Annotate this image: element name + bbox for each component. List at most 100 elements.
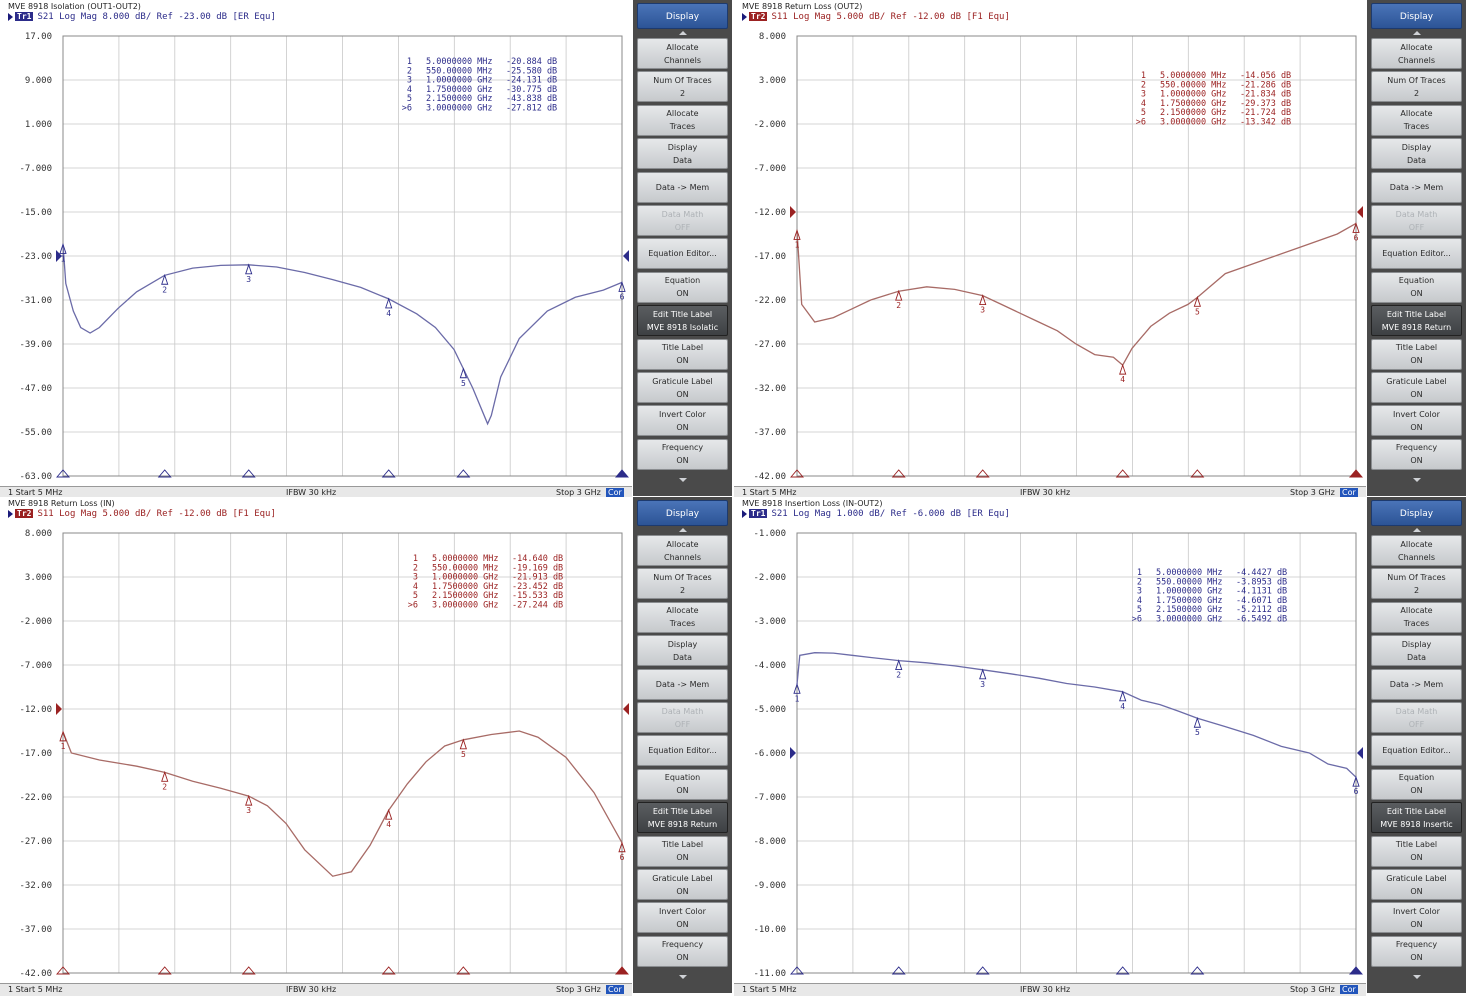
marker-flag-icon[interactable] (979, 668, 987, 680)
scroll-down-arrow-icon[interactable] (637, 476, 728, 484)
softkey-edit-title-label[interactable]: Edit Title Label MVE 8918 Return (637, 802, 728, 834)
marker-position-icon[interactable] (56, 469, 70, 478)
ref-level-right-icon[interactable] (1357, 747, 1363, 759)
marker-position-icon[interactable] (381, 469, 396, 478)
softkey-num-of-traces[interactable]: Num Of Traces 2 (637, 568, 728, 600)
trace-tag[interactable]: Tr1 (749, 509, 768, 518)
softkey-equation-editor[interactable]: Equation Editor... (1371, 238, 1462, 270)
softkey-equation[interactable]: Equation ON (637, 768, 728, 800)
softkey-equation-editor[interactable]: Equation Editor... (1371, 735, 1462, 767)
ref-level-left-icon[interactable] (790, 747, 796, 759)
softkey-title-label[interactable]: Title Label ON (1371, 338, 1462, 370)
scroll-down-arrow-icon[interactable] (1371, 476, 1462, 484)
marker-position-icon[interactable] (891, 966, 906, 975)
scroll-up-arrow-icon[interactable] (1371, 527, 1462, 535)
softkey-graticule-label[interactable]: Graticule Label ON (1371, 372, 1462, 403)
ref-level-right-icon[interactable] (1357, 206, 1363, 218)
correction-badge[interactable]: Cor (606, 985, 624, 994)
softkey-equation-editor[interactable]: Equation Editor... (637, 238, 728, 270)
trace-info[interactable]: Tr2 S11 Log Mag 5.000 dB/ Ref -12.00 dB [… (742, 11, 1010, 22)
softkey-allocate[interactable]: Allocate Channels (1371, 535, 1462, 566)
marker-flag-icon[interactable] (618, 841, 626, 853)
trace-info[interactable]: Tr1 S21 Log Mag 1.000 dB/ Ref -6.000 dB [… (742, 508, 1010, 519)
softkey-display[interactable]: Display Data (1371, 635, 1462, 667)
softkey-edit-title-label[interactable]: Edit Title Label MVE 8918 Isolatic (637, 305, 728, 337)
scroll-down-arrow-icon[interactable] (637, 973, 728, 981)
softkey-allocate[interactable]: Allocate Channels (637, 38, 728, 69)
softkey-data-math[interactable]: Data Math OFF (1371, 702, 1462, 733)
marker-position-icon[interactable] (157, 469, 172, 478)
softkey-menu-header[interactable]: Display (1371, 500, 1462, 526)
softkey-title-label[interactable]: Title Label ON (637, 338, 728, 370)
marker-position-icon[interactable] (1190, 469, 1205, 478)
softkey-display[interactable]: Display Data (637, 635, 728, 667)
marker-flag-icon[interactable] (161, 273, 169, 285)
marker-position-icon[interactable] (456, 966, 471, 975)
marker-flag-icon[interactable] (1352, 775, 1360, 787)
softkey-data-mem[interactable]: Data -> Mem (637, 668, 728, 700)
correction-badge[interactable]: Cor (606, 488, 624, 497)
marker-position-icon[interactable] (975, 966, 990, 975)
marker-flag-icon[interactable] (1193, 295, 1201, 307)
marker-position-icon[interactable] (615, 966, 629, 975)
softkey-allocate[interactable]: Allocate Traces (637, 104, 728, 136)
softkey-menu-header[interactable]: Display (637, 3, 728, 29)
marker-flag-icon[interactable] (1352, 222, 1360, 233)
softkey-invert-color[interactable]: Invert Color ON (1371, 902, 1462, 934)
softkey-display[interactable]: Display Data (637, 138, 728, 170)
softkey-menu-header[interactable]: Display (637, 500, 728, 526)
softkey-allocate[interactable]: Allocate Traces (1371, 104, 1462, 136)
correction-badge[interactable]: Cor (1340, 488, 1358, 497)
softkey-frequency[interactable]: Frequency ON (637, 438, 728, 470)
trace-tag[interactable]: Tr1 (15, 12, 34, 21)
softkey-display[interactable]: Display Data (1371, 138, 1462, 170)
marker-position-icon[interactable] (56, 966, 70, 975)
marker-position-icon[interactable] (615, 469, 629, 478)
marker-position-icon[interactable] (1115, 469, 1130, 478)
marker-flag-icon[interactable] (59, 730, 67, 742)
trace-info[interactable]: Tr1 S21 Log Mag 8.000 dB/ Ref -23.00 dB [… (8, 11, 276, 22)
marker-flag-icon[interactable] (245, 263, 253, 275)
softkey-graticule-label[interactable]: Graticule Label ON (637, 372, 728, 403)
softkey-equation[interactable]: Equation ON (637, 271, 728, 303)
softkey-data-mem[interactable]: Data -> Mem (1371, 171, 1462, 203)
softkey-data-math[interactable]: Data Math OFF (637, 702, 728, 733)
marker-position-icon[interactable] (891, 469, 906, 478)
softkey-data-mem[interactable]: Data -> Mem (1371, 668, 1462, 700)
marker-flag-icon[interactable] (385, 808, 393, 820)
softkey-frequency[interactable]: Frequency ON (637, 935, 728, 967)
marker-position-icon[interactable] (1349, 966, 1363, 975)
softkey-allocate[interactable]: Allocate Channels (637, 535, 728, 566)
marker-flag-icon[interactable] (979, 294, 987, 306)
scroll-up-arrow-icon[interactable] (637, 30, 728, 38)
ref-level-left-icon[interactable] (790, 206, 796, 218)
softkey-equation[interactable]: Equation ON (1371, 271, 1462, 303)
trace-tag[interactable]: Tr2 (15, 509, 34, 518)
marker-flag-icon[interactable] (793, 229, 801, 240)
marker-flag-icon[interactable] (1193, 716, 1201, 728)
softkey-graticule-label[interactable]: Graticule Label ON (1371, 869, 1462, 900)
softkey-edit-title-label[interactable]: Edit Title Label MVE 8918 Return (1371, 305, 1462, 337)
softkey-equation-editor[interactable]: Equation Editor... (637, 735, 728, 767)
softkey-invert-color[interactable]: Invert Color ON (1371, 405, 1462, 437)
marker-position-icon[interactable] (975, 469, 990, 478)
ref-level-left-icon[interactable] (56, 703, 62, 715)
marker-position-icon[interactable] (157, 966, 172, 975)
trace-info[interactable]: Tr2 S11 Log Mag 5.000 dB/ Ref -12.00 dB [… (8, 508, 276, 519)
trace-tag[interactable]: Tr2 (749, 12, 768, 21)
marker-flag-icon[interactable] (245, 794, 253, 806)
softkey-allocate[interactable]: Allocate Channels (1371, 38, 1462, 69)
marker-flag-icon[interactable] (459, 367, 467, 379)
softkey-num-of-traces[interactable]: Num Of Traces 2 (1371, 568, 1462, 600)
softkey-frequency[interactable]: Frequency ON (1371, 935, 1462, 967)
softkey-num-of-traces[interactable]: Num Of Traces 2 (637, 71, 728, 103)
softkey-equation[interactable]: Equation ON (1371, 768, 1462, 800)
softkey-data-math[interactable]: Data Math OFF (1371, 205, 1462, 236)
marker-position-icon[interactable] (1115, 966, 1130, 975)
marker-position-icon[interactable] (1349, 469, 1363, 478)
marker-flag-icon[interactable] (1119, 690, 1127, 702)
marker-flag-icon[interactable] (59, 243, 67, 254)
softkey-invert-color[interactable]: Invert Color ON (637, 405, 728, 437)
marker-flag-icon[interactable] (793, 682, 801, 694)
marker-position-icon[interactable] (1190, 966, 1205, 975)
